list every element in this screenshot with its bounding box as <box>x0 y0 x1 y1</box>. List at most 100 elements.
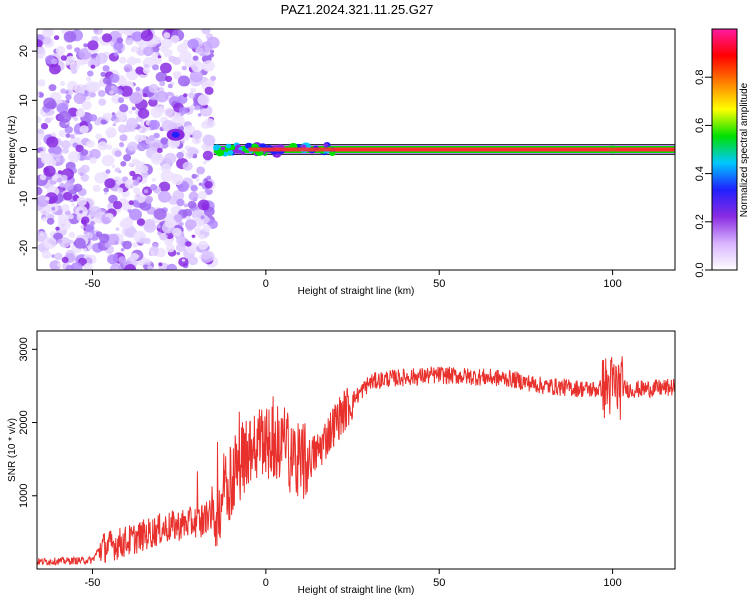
spectrogram-cell <box>40 122 49 130</box>
spectrogram-cell <box>104 191 108 195</box>
spectrogram-cell <box>73 116 79 122</box>
spectrogram-cell <box>74 237 86 249</box>
spectrogram-cell <box>93 29 99 34</box>
spectrogram-cell <box>160 137 169 145</box>
spectrogram-cell <box>158 262 163 267</box>
spectrogram-cell <box>56 102 69 114</box>
spectrogram-cell <box>178 221 184 227</box>
spectrogram-cell <box>108 194 118 204</box>
spectrogram-cell <box>153 36 162 45</box>
spectrogram-cell <box>191 173 197 179</box>
spectrogram-cell <box>209 49 215 54</box>
snr-frame <box>36 330 676 570</box>
spectrogram-cell <box>56 263 62 267</box>
spectrogram-cell <box>136 176 142 181</box>
spectrogram-cell <box>92 184 101 193</box>
spectrogram-y-ticks: -20 -10 0 10 20 <box>18 45 37 256</box>
spectrogram-cell <box>148 135 156 141</box>
spectrogram-cell <box>97 90 106 97</box>
spectrogram-cell <box>53 35 60 41</box>
spectrogram-cell <box>198 182 203 186</box>
spectrogram-cell <box>37 128 44 135</box>
spectrogram-cell <box>163 32 171 39</box>
spectrogram-signal-band <box>213 142 675 158</box>
spectrogram-cell <box>133 159 142 167</box>
spectrogram-cell <box>37 139 42 147</box>
spectrogram-cell <box>51 58 58 65</box>
spectrogram-cell <box>143 46 154 57</box>
spectrogram-cell <box>145 258 151 264</box>
spectrogram-cell <box>87 247 92 251</box>
colorbar-ticks: 0.0 0.2 0.4 0.6 0.8 <box>694 70 712 278</box>
spectrogram-cell <box>45 196 50 201</box>
spectrogram-cell <box>107 254 119 265</box>
spectrogram-cell <box>63 31 77 43</box>
spectrogram-cell <box>64 126 74 134</box>
spectrogram-cell <box>129 92 143 105</box>
spectrogram-cell <box>49 260 61 270</box>
spectrogram-cell <box>61 204 70 212</box>
spectrogram-cell <box>117 187 124 193</box>
spectrogram-cell <box>37 92 40 97</box>
spectrogram-cell <box>51 206 56 211</box>
spectrogram-cell <box>192 55 199 61</box>
spectrogram-cell <box>83 263 93 270</box>
spectrogram-cell <box>62 147 69 154</box>
spectrogram-cell <box>89 114 98 122</box>
spectrogram-cell <box>172 72 177 76</box>
spectrogram-cell <box>113 41 124 51</box>
spectrogram-cell <box>113 52 119 57</box>
spectrogram-cell <box>39 174 47 181</box>
spectrogram-cell <box>131 31 143 42</box>
spectrogram-cell <box>57 218 71 231</box>
spectrogram-cell <box>100 71 106 77</box>
spectrogram-cell <box>153 208 167 221</box>
x-tick-label: 50 <box>433 577 445 589</box>
spectrogram-cell <box>87 70 94 77</box>
spectrogram-cell <box>116 180 122 185</box>
spectrogram-cell <box>120 85 133 97</box>
spectrogram-cell <box>176 252 180 256</box>
spectrogram-cell <box>173 214 183 223</box>
spectrogram-cell <box>60 174 68 182</box>
spectrogram-cell <box>140 30 154 42</box>
spectrogram-cell <box>167 83 173 89</box>
spectrogram-cell <box>55 226 60 231</box>
signal-band-blob <box>226 144 232 149</box>
spectrogram-cell <box>161 120 175 132</box>
spectrogram-cell <box>130 252 139 261</box>
spectrogram-x-ticks: -50 0 50 100 <box>85 270 622 290</box>
spectrogram-cell <box>197 199 210 211</box>
spectrogram-cell <box>195 178 200 182</box>
spectrogram-cell <box>165 75 173 83</box>
spectrogram-cell <box>68 231 76 238</box>
spectrogram-cell <box>158 181 171 192</box>
spectrogram-cell <box>102 65 110 72</box>
spectrogram-cell <box>66 44 73 50</box>
spectrogram-cell <box>206 36 220 49</box>
snr-series-line <box>37 356 675 567</box>
spectrogram-cell <box>188 92 195 99</box>
spectrogram-cell <box>81 100 92 110</box>
spectrogram-cell <box>204 86 214 95</box>
spectrogram-cell <box>58 111 72 123</box>
colorbar-label: Normalized spectral amplitude <box>739 82 750 217</box>
colorbar-gradient <box>712 29 737 270</box>
spectrogram-cell <box>124 179 136 189</box>
y-tick-label: 10 <box>18 94 30 106</box>
spectrogram-cell <box>95 231 103 238</box>
spectrogram-cell <box>60 140 71 150</box>
x-tick-label: 0 <box>263 577 269 589</box>
spectrogram-cell <box>42 29 53 38</box>
spectrogram-cell <box>143 189 149 194</box>
spectrogram-cell <box>168 55 176 63</box>
spectrogram-cell <box>191 61 204 73</box>
spectrogram-cell <box>135 86 141 92</box>
spectrogram-cell <box>209 53 215 58</box>
spectrogram-cell <box>49 63 61 75</box>
spectrogram-cell <box>59 188 64 193</box>
spectrogram-cell <box>80 225 85 229</box>
spectrogram-cell <box>70 68 78 74</box>
x-tick-label: -50 <box>85 278 101 290</box>
spectrogram-cell <box>73 92 87 105</box>
